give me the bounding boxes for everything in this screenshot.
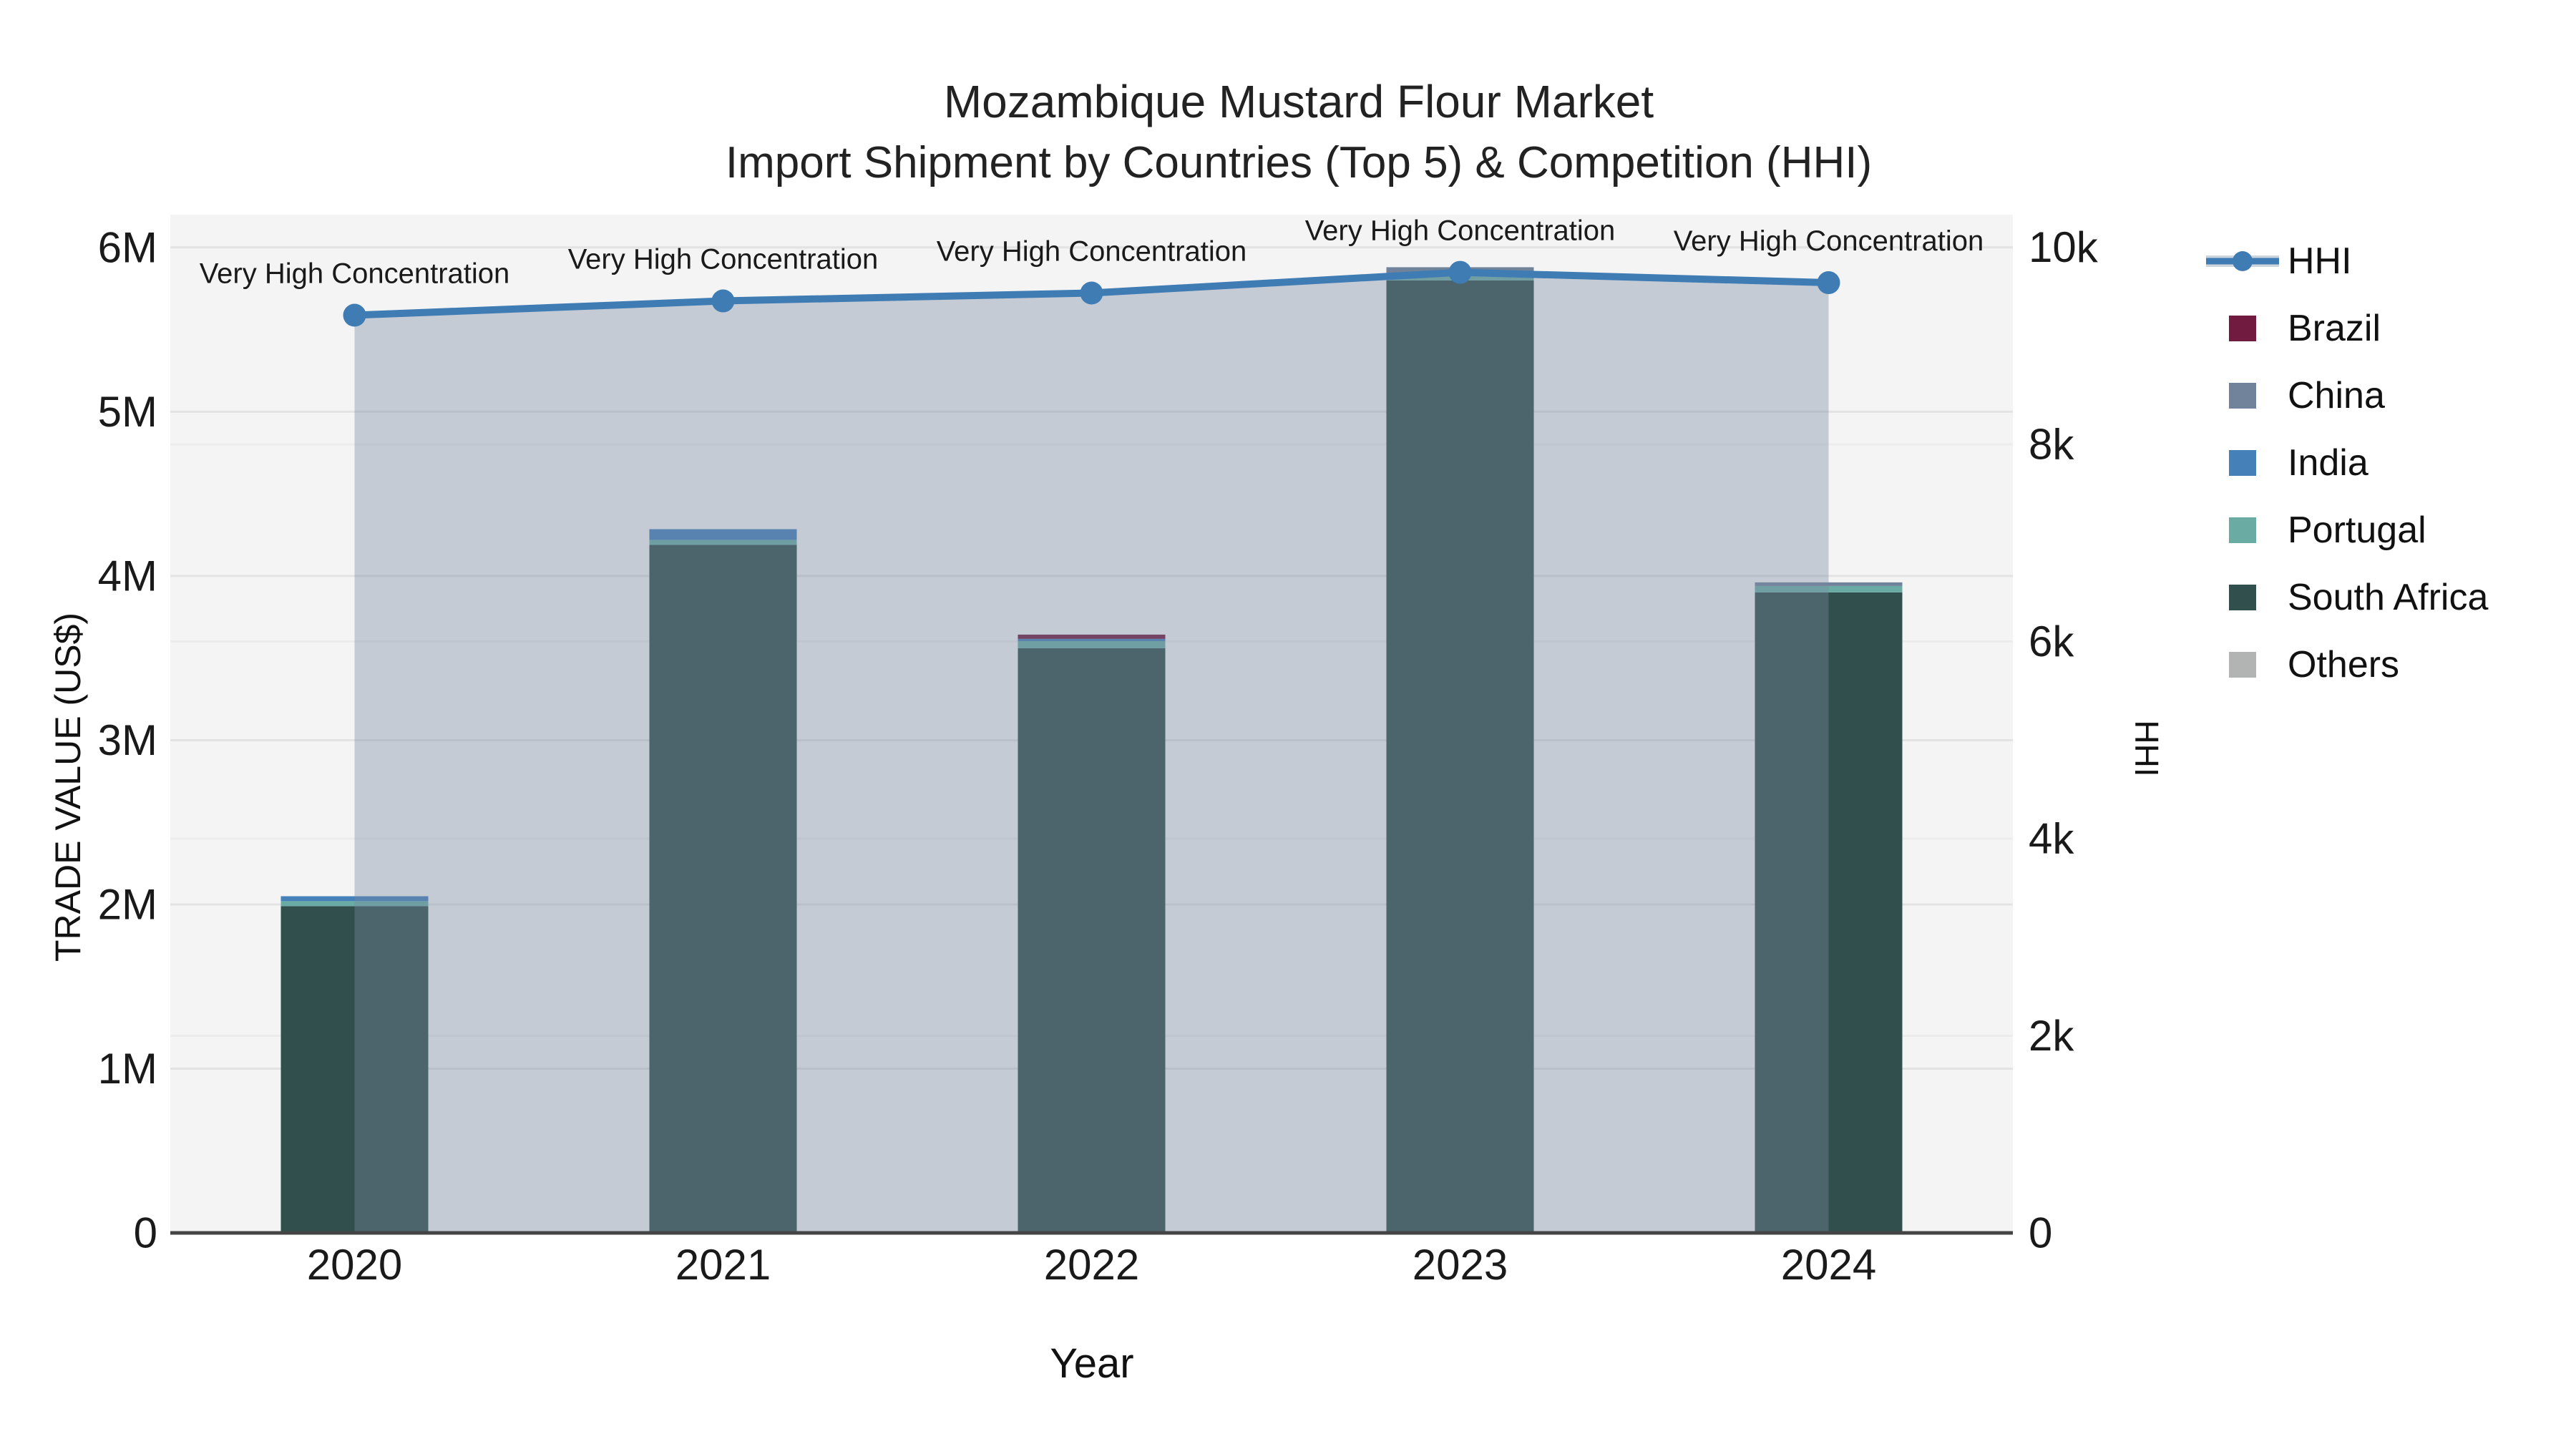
bar-segment-brazil-2022[interactable] xyxy=(1018,634,1166,639)
bar-segment-india-2020[interactable] xyxy=(280,896,429,902)
annotation-2022: Very High Concentration xyxy=(937,236,1247,268)
legend-color-square xyxy=(2229,450,2256,476)
y-left-tick-2M: 2M xyxy=(98,880,157,928)
y-axis-title-right: HHI xyxy=(2128,720,2165,777)
x-tick-2024: 2024 xyxy=(1781,1241,1876,1289)
legend-square-swatch xyxy=(2206,497,2279,564)
bar-segment-south-africa-2020[interactable] xyxy=(280,906,429,1233)
legend-item-china[interactable]: China xyxy=(2206,362,2488,429)
legend-label: Others xyxy=(2288,644,2400,686)
legend-color-square xyxy=(2229,585,2256,610)
bar-segment-south-africa-2022[interactable] xyxy=(1018,648,1166,1233)
legend-square-swatch xyxy=(2206,362,2279,429)
legend-square-swatch xyxy=(2206,429,2279,497)
y-left-tick-1M: 1M xyxy=(98,1045,157,1093)
bar-segment-portugal-2020[interactable] xyxy=(280,901,429,907)
bar-segment-portugal-2022[interactable] xyxy=(1018,641,1166,648)
legend-hhi-marker xyxy=(2233,251,2253,271)
legend-label: HHI xyxy=(2288,240,2352,282)
y-left-tick-3M: 3M xyxy=(98,716,157,764)
legend-square-swatch xyxy=(2206,295,2279,362)
x-tick-2020: 2020 xyxy=(307,1241,402,1289)
bar-segment-china-2024[interactable] xyxy=(1755,582,1903,586)
legend-color-square xyxy=(2229,316,2256,341)
legend-item-hhi[interactable]: HHI xyxy=(2206,228,2488,295)
hhi-marker-2020[interactable] xyxy=(343,303,366,327)
legend-color-square xyxy=(2229,383,2256,409)
legend-label: South Africa xyxy=(2288,577,2489,618)
legend-square-swatch xyxy=(2206,564,2279,631)
hhi-marker-2024[interactable] xyxy=(1817,271,1840,295)
legend-color-square xyxy=(2229,517,2256,543)
y-left-tick-4M: 4M xyxy=(98,552,157,600)
legend-label: India xyxy=(2288,442,2368,484)
y-right-tick-10k: 10k xyxy=(2029,223,2099,271)
legend: HHI Brazil China India Portugal South Africa O… xyxy=(2206,228,2488,698)
bar-segment-south-africa-2021[interactable] xyxy=(649,545,797,1233)
x-tick-2022: 2022 xyxy=(1044,1241,1139,1289)
chart-subtitle: Import Shipment by Countries (Top 5) & C… xyxy=(725,138,1873,187)
chart-title: Mozambique Mustard Flour Market xyxy=(943,76,1654,127)
legend-label: Brazil xyxy=(2288,308,2381,349)
y-left-tick-5M: 5M xyxy=(98,388,157,436)
x-tick-2021: 2021 xyxy=(675,1241,771,1289)
bar-segment-portugal-2024[interactable] xyxy=(1755,585,1903,592)
y-left-tick-0: 0 xyxy=(134,1209,157,1257)
legend-item-brazil[interactable]: Brazil xyxy=(2206,295,2488,362)
y-right-tick-6k: 6k xyxy=(2029,618,2074,665)
annotation-2023: Very High Concentration xyxy=(1305,215,1616,247)
x-axis-title: Year xyxy=(1050,1340,1134,1387)
bar-segment-south-africa-2023[interactable] xyxy=(1386,280,1534,1234)
y-left-tick-6M: 6M xyxy=(98,223,157,271)
bar-segment-india-2022[interactable] xyxy=(1018,638,1166,642)
annotation-2021: Very High Concentration xyxy=(568,244,879,275)
legend-color-square xyxy=(2229,652,2256,678)
hhi-marker-2023[interactable] xyxy=(1448,260,1472,284)
legend-square-swatch xyxy=(2206,631,2279,698)
y-axis-title-left: TRADE VALUE (US$) xyxy=(48,612,88,962)
y-right-tick-2k: 2k xyxy=(2029,1012,2074,1060)
bar-segment-portugal-2021[interactable] xyxy=(649,540,797,545)
hhi-area-fill xyxy=(354,272,1829,1233)
legend-item-others[interactable]: Others xyxy=(2206,631,2488,698)
annotation-2024: Very High Concentration xyxy=(1674,225,1984,257)
legend-label: Portugal xyxy=(2288,509,2426,551)
bar-segment-south-africa-2024[interactable] xyxy=(1755,592,1903,1233)
annotation-2020: Very High Concentration xyxy=(200,258,510,290)
y-right-tick-0: 0 xyxy=(2029,1209,2052,1257)
hhi-marker-2022[interactable] xyxy=(1080,281,1103,305)
x-tick-2023: 2023 xyxy=(1413,1241,1508,1289)
y-right-tick-8k: 8k xyxy=(2029,420,2074,468)
y-right-tick-4k: 4k xyxy=(2029,814,2074,862)
legend-line-swatch xyxy=(2206,228,2279,295)
legend-item-south-africa[interactable]: South Africa xyxy=(2206,564,2488,631)
bar-segment-india-2021[interactable] xyxy=(649,529,797,540)
hhi-marker-2021[interactable] xyxy=(711,289,735,313)
legend-label: China xyxy=(2288,375,2385,416)
legend-item-portugal[interactable]: Portugal xyxy=(2206,497,2488,564)
legend-item-india[interactable]: India xyxy=(2206,429,2488,497)
